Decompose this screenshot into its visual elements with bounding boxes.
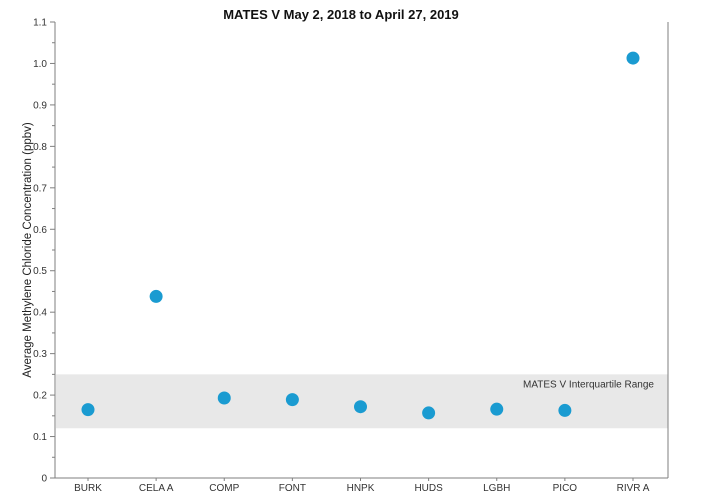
y-tick-label: 0.5 [33,266,47,277]
x-tick-label: FONT [279,483,306,494]
y-tick-label: 0.7 [33,183,47,194]
x-ticks: BURK CELA A COMP FONT HNPK HUDS LGBH PICO RIVR A [74,478,650,494]
data-point [217,391,231,405]
y-tick-label: 1.1 [33,18,47,29]
y-tick-label: 0 [41,474,47,485]
y-tick-label: 0.6 [33,225,47,236]
x-tick-label: LGBH [483,483,510,494]
y-axis-label: Average Methylene Chloride Concentration… [22,122,34,378]
data-point [490,402,504,416]
data-point [81,403,95,417]
data-point [558,403,572,417]
y-tick-label: 0.3 [33,349,47,360]
data-point [354,400,367,414]
data-point [149,289,163,303]
x-tick-label: HNPK [347,483,375,494]
y-ticks: 0 0.1 0.2 0.3 0.4 0.5 0.6 0.7 0.8 0.9 1.0 1.1 [33,18,55,485]
x-tick-label: PICO [553,483,578,494]
data-point [626,51,640,65]
x-tick-label: CELA A [139,483,174,494]
x-tick-label: BURK [74,483,102,494]
y-tick-label: 0.9 [33,100,47,111]
data-point [422,406,436,420]
x-tick-label: HUDS [414,483,443,494]
x-tick-label: COMP [209,483,239,494]
data-points [81,51,640,420]
y-tick-label: 0.4 [33,308,47,319]
x-tick-label: RIVR A [617,483,650,494]
interquartile-band-label: MATES V Interquartile Range [523,379,654,390]
y-tick-label: 1.0 [33,59,47,70]
y-tick-label: 0.2 [33,391,47,402]
y-tick-label: 0.8 [33,142,47,153]
data-point [285,393,299,407]
y-tick-label: 0.1 [33,432,47,443]
chart-title: MATES V May 2, 2018 to April 27, 2019 [223,7,459,22]
